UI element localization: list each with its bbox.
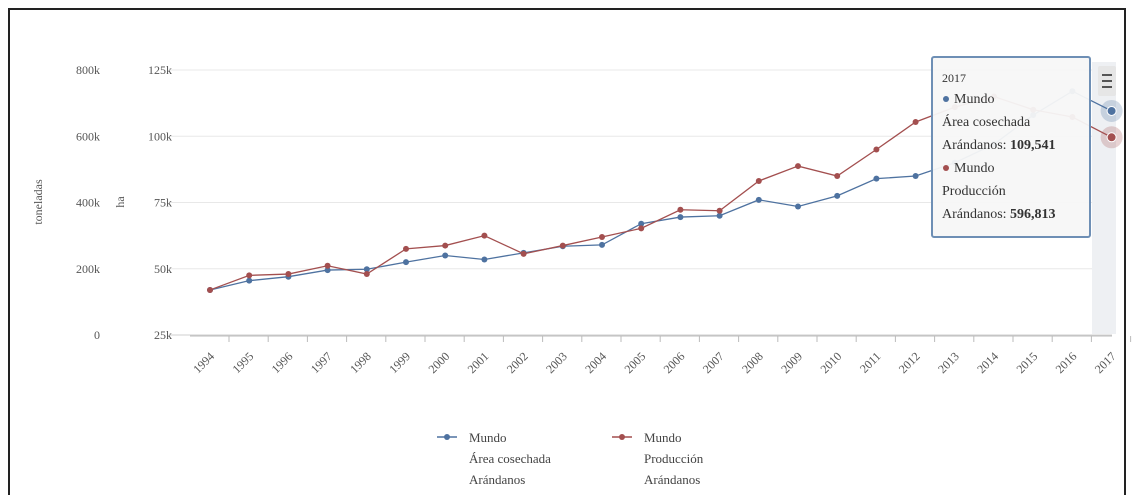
data-point xyxy=(324,262,331,269)
tooltip-value: 109,541 xyxy=(1010,138,1056,153)
x-axis: 1994 1995 1996 1997 1998 1999 2000 2001 2002 2003… xyxy=(190,335,1132,376)
data-point xyxy=(638,225,645,232)
x-tick-label: 2002 xyxy=(504,349,531,376)
x-tick-label: 2004 xyxy=(582,349,609,376)
legend-item-label: Mundo xyxy=(469,430,507,445)
legend[interactable]: Mundo Área cosechada Arándanos Mundo Producc… xyxy=(437,430,704,487)
x-tick-label: 2009 xyxy=(778,349,805,376)
data-point xyxy=(442,252,449,259)
legend-swatch-dot xyxy=(444,434,450,440)
menu-icon[interactable] xyxy=(1098,66,1116,96)
legend-item-label: Arándanos xyxy=(469,472,525,487)
series-dot-icon xyxy=(943,95,949,102)
x-tick-label: 2010 xyxy=(817,349,844,376)
legend-swatch-dot xyxy=(619,434,625,440)
data-point xyxy=(599,233,605,240)
legend-item-label: Arándanos xyxy=(644,472,700,487)
x-tick-label: 1996 xyxy=(269,349,296,376)
data-point xyxy=(716,207,723,214)
data-point xyxy=(1106,132,1117,143)
y-tick-label: 600k xyxy=(76,129,100,143)
x-tick-label: 1995 xyxy=(229,349,256,376)
y-tick-label: 800k xyxy=(76,63,100,77)
tooltip-header: 2017 xyxy=(942,71,966,85)
tooltip-value: 596,813 xyxy=(1010,207,1056,222)
x-tick-label: 1998 xyxy=(347,349,374,376)
y-axes: 0 200k 400k 600k 800k 25k 50k 75k 100k 125k tonela… xyxy=(31,63,172,342)
tooltip-label: Arándanos: xyxy=(942,138,1011,153)
legend-item-label: Área cosechada xyxy=(469,451,551,466)
tooltip-label: Arándanos: xyxy=(942,207,1011,222)
legend-item-label: Producción xyxy=(644,451,704,466)
data-point xyxy=(795,203,801,210)
data-point xyxy=(716,212,723,219)
data-point xyxy=(246,277,253,284)
data-point xyxy=(403,245,409,252)
x-tick-label: 2001 xyxy=(465,349,492,376)
data-point xyxy=(873,146,880,153)
data-point xyxy=(481,256,488,263)
data-point xyxy=(795,163,801,170)
data-point xyxy=(677,206,684,213)
y-tick-label: 25k xyxy=(154,328,172,342)
series-dot-icon xyxy=(943,164,949,171)
data-point xyxy=(559,242,566,249)
y-tick-label: 400k xyxy=(76,196,100,210)
data-point xyxy=(677,214,684,221)
y-tick-label: 125k xyxy=(148,63,172,77)
tooltip-region: Mundo xyxy=(954,161,995,176)
x-tick-label: 2000 xyxy=(425,349,452,376)
data-point xyxy=(403,259,409,266)
data-point xyxy=(1106,105,1117,116)
data-point xyxy=(834,173,841,179)
data-point xyxy=(873,175,880,182)
tooltip: 2017 Mundo Área cosechada Arándanos: 109… xyxy=(931,56,1091,238)
data-point xyxy=(638,220,645,227)
data-point xyxy=(520,250,527,257)
y-tick-label: 75k xyxy=(154,196,172,210)
data-point xyxy=(755,177,762,184)
data-point xyxy=(912,119,919,126)
x-tick-label: 2015 xyxy=(1013,349,1040,376)
data-point xyxy=(481,232,488,239)
legend-item-label: Mundo xyxy=(644,430,682,445)
y-axis-title-right: ha xyxy=(113,196,127,208)
x-tick-label: 2007 xyxy=(700,349,727,376)
data-point xyxy=(246,272,253,279)
data-point xyxy=(207,286,213,293)
data-point xyxy=(363,271,370,278)
y-tick-label: 200k xyxy=(76,262,100,276)
x-tick-label: 1999 xyxy=(386,349,413,376)
tooltip-row-area: Mundo Área cosechada Arándanos: 109,541 xyxy=(942,88,1081,157)
x-tick-label: 2005 xyxy=(621,349,648,376)
data-point xyxy=(755,196,762,203)
data-point xyxy=(442,242,449,249)
x-tick-label: 2017 xyxy=(1092,349,1119,376)
y-tick-label: 100k xyxy=(148,129,172,143)
x-tick-label: 2013 xyxy=(935,349,962,376)
data-point xyxy=(599,241,605,248)
tooltip-metric: Producción xyxy=(942,184,1006,199)
x-tick-label: 2016 xyxy=(1053,349,1080,376)
data-point xyxy=(324,267,331,274)
tooltip-region: Mundo xyxy=(954,92,995,107)
x-tick-label: 2006 xyxy=(661,349,688,376)
x-tick-label: 2014 xyxy=(974,349,1001,376)
data-point xyxy=(834,192,841,199)
tooltip-metric: Área cosechada xyxy=(942,115,1031,130)
x-tick-label: 1994 xyxy=(190,349,217,376)
y-tick-label: 50k xyxy=(154,262,172,276)
y-tick-label: 0 xyxy=(94,328,100,342)
data-point xyxy=(363,266,370,273)
data-point xyxy=(912,173,919,179)
tooltip-row-production: Mundo Producción Arándanos: 596,813 xyxy=(942,157,1081,226)
x-tick-label: 2011 xyxy=(857,349,884,376)
x-tick-label: 1997 xyxy=(308,349,335,376)
data-point xyxy=(285,271,292,278)
x-tick-label: 2008 xyxy=(739,349,766,376)
y-axis-title-left: toneladas xyxy=(31,179,45,225)
x-tick-label: 2003 xyxy=(543,349,570,376)
x-tick-label: 2012 xyxy=(896,349,923,376)
